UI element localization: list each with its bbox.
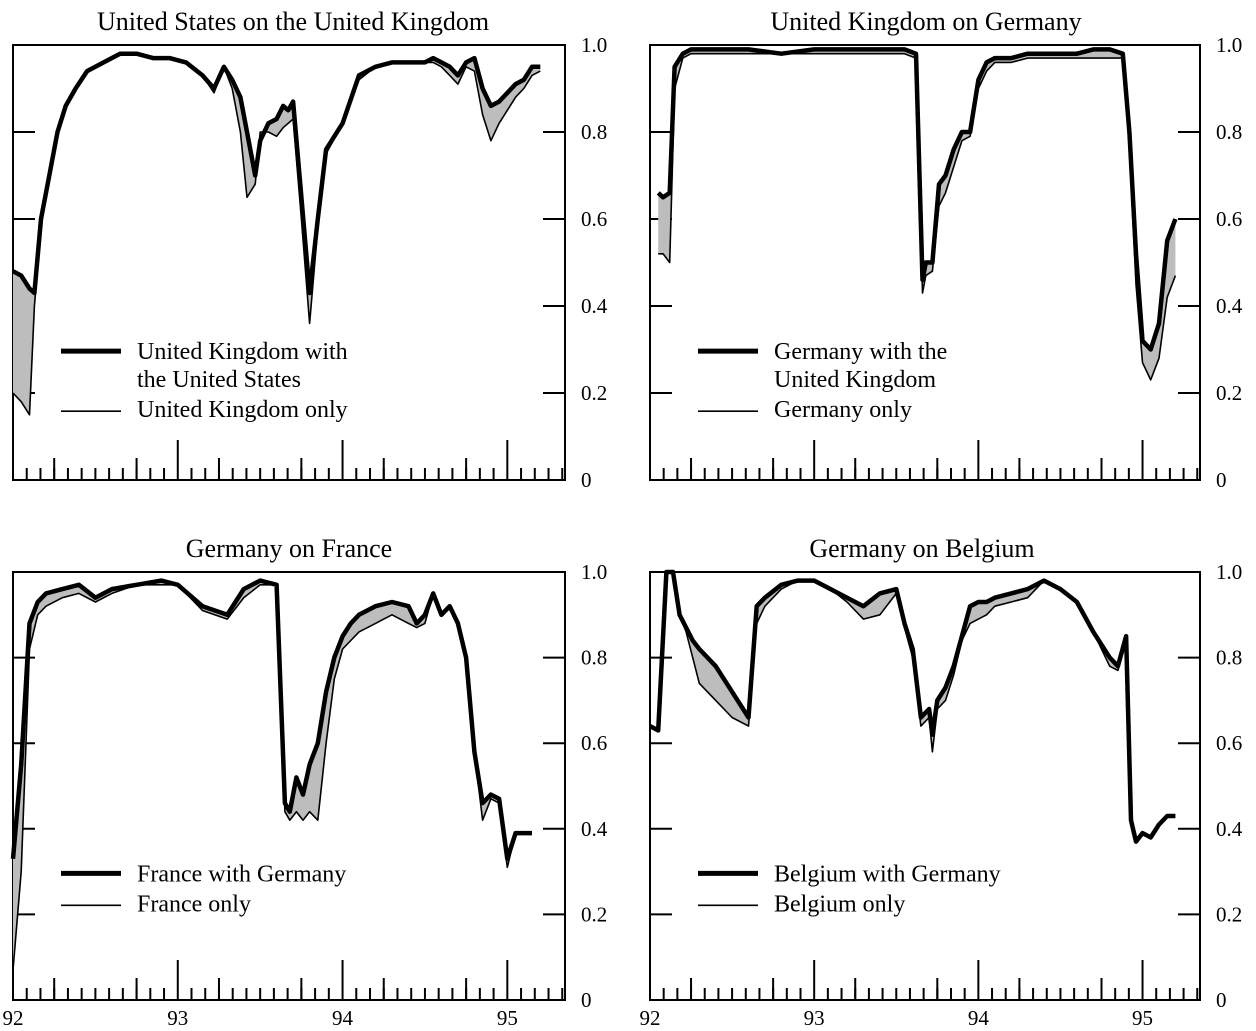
y-tick-label: 0 xyxy=(581,468,592,492)
plot-frame xyxy=(12,571,566,1001)
y-tick-label: 0.8 xyxy=(581,646,607,670)
y-tick-label: 1.0 xyxy=(581,33,607,57)
legend-label-only: Germany only xyxy=(774,397,912,423)
y-tick-label: 0.8 xyxy=(1216,120,1242,144)
legend-label-with: United Kingdom xyxy=(774,367,936,393)
y-tick-label: 0 xyxy=(581,988,592,1012)
chart-title: Germany on Belgium xyxy=(809,534,1034,563)
plot-frame xyxy=(649,571,1201,1001)
series-line-with xyxy=(648,569,1176,844)
legend-label-with: Belgium with Germany xyxy=(774,861,1001,887)
difference-band xyxy=(13,580,532,970)
series-line-only xyxy=(658,52,1177,381)
series-line-with xyxy=(11,51,541,296)
y-tick-label: 1.0 xyxy=(581,560,607,584)
chart-title: United Kingdom on Germany xyxy=(770,7,1081,36)
y-tick-label: 0.2 xyxy=(581,381,607,405)
legend-label-with: United Kingdom with xyxy=(137,339,348,365)
x-tick-label: 93 xyxy=(167,1006,188,1030)
series-line-with xyxy=(10,578,532,862)
y-tick-label: 0.4 xyxy=(1216,817,1243,841)
y-tick-label: 0.4 xyxy=(581,817,608,841)
y-tick-label: 0.2 xyxy=(1216,381,1242,405)
legend: Belgium with Germany Belgium only xyxy=(698,861,1001,917)
y-tick-label: 0.6 xyxy=(1216,731,1242,755)
series-line-only xyxy=(12,52,541,416)
chart-panel-4: Germany on Belgium 0 0.2 0.4 0.6 0.8 1.0 92 93 94… xyxy=(640,534,1243,1030)
y-tick-label: 1.0 xyxy=(1216,33,1242,57)
y-tick-label: 0.8 xyxy=(1216,646,1242,670)
legend-label-only: Belgium only xyxy=(774,891,905,917)
chart-panel-3: Germany on France 0 0.2 0.4 0.6 0.8 1.0 92 93 94 9… xyxy=(3,534,608,1030)
x-tick-label: 93 xyxy=(804,1006,825,1030)
chart-title: United States on the United Kingdom xyxy=(97,7,489,36)
y-tick-label: 0.4 xyxy=(1216,294,1243,318)
y-tick-label: 0 xyxy=(1216,988,1227,1012)
legend-label-only: France only xyxy=(137,891,251,917)
y-tick-label: 0.8 xyxy=(581,120,607,144)
y-tick-label: 0.6 xyxy=(581,207,607,231)
x-tick-label: 95 xyxy=(497,1006,518,1030)
x-tick-label: 94 xyxy=(968,1006,990,1030)
legend-label-with: Germany with the xyxy=(774,339,947,365)
y-tick-label: 0.2 xyxy=(1216,902,1242,926)
plot-frame xyxy=(12,44,566,481)
x-tick-label: 95 xyxy=(1132,1006,1153,1030)
y-tick-label: 1.0 xyxy=(1216,560,1242,584)
y-tick-label: 0.6 xyxy=(1216,207,1242,231)
chart-panel-1: United States on the United Kingdom 0 0.2 0… xyxy=(11,7,608,492)
x-tick-label: 92 xyxy=(3,1006,24,1030)
y-tick-label: 0.2 xyxy=(581,902,607,926)
plot-frame xyxy=(649,44,1201,481)
legend-label-with: France with Germany xyxy=(137,861,346,887)
series-line-only xyxy=(649,571,1176,843)
legend: France with Germany France only xyxy=(61,861,346,917)
y-tick-label: 0.4 xyxy=(581,294,608,318)
legend-label-only: United Kingdom only xyxy=(137,397,348,423)
difference-band xyxy=(650,572,1176,842)
x-tick-label: 94 xyxy=(332,1006,354,1030)
difference-band xyxy=(13,53,541,415)
series-line-only xyxy=(12,583,532,971)
x-tick-label: 92 xyxy=(640,1006,661,1030)
y-tick-label: 0.6 xyxy=(581,731,607,755)
chart-title: Germany on France xyxy=(186,534,392,563)
chart-panel-2: United Kingdom on Germany 0 0.2 0.4 0.6 0.8 1.… xyxy=(649,7,1243,492)
y-tick-label: 0 xyxy=(1216,468,1227,492)
legend-label-with: the United States xyxy=(137,367,301,393)
